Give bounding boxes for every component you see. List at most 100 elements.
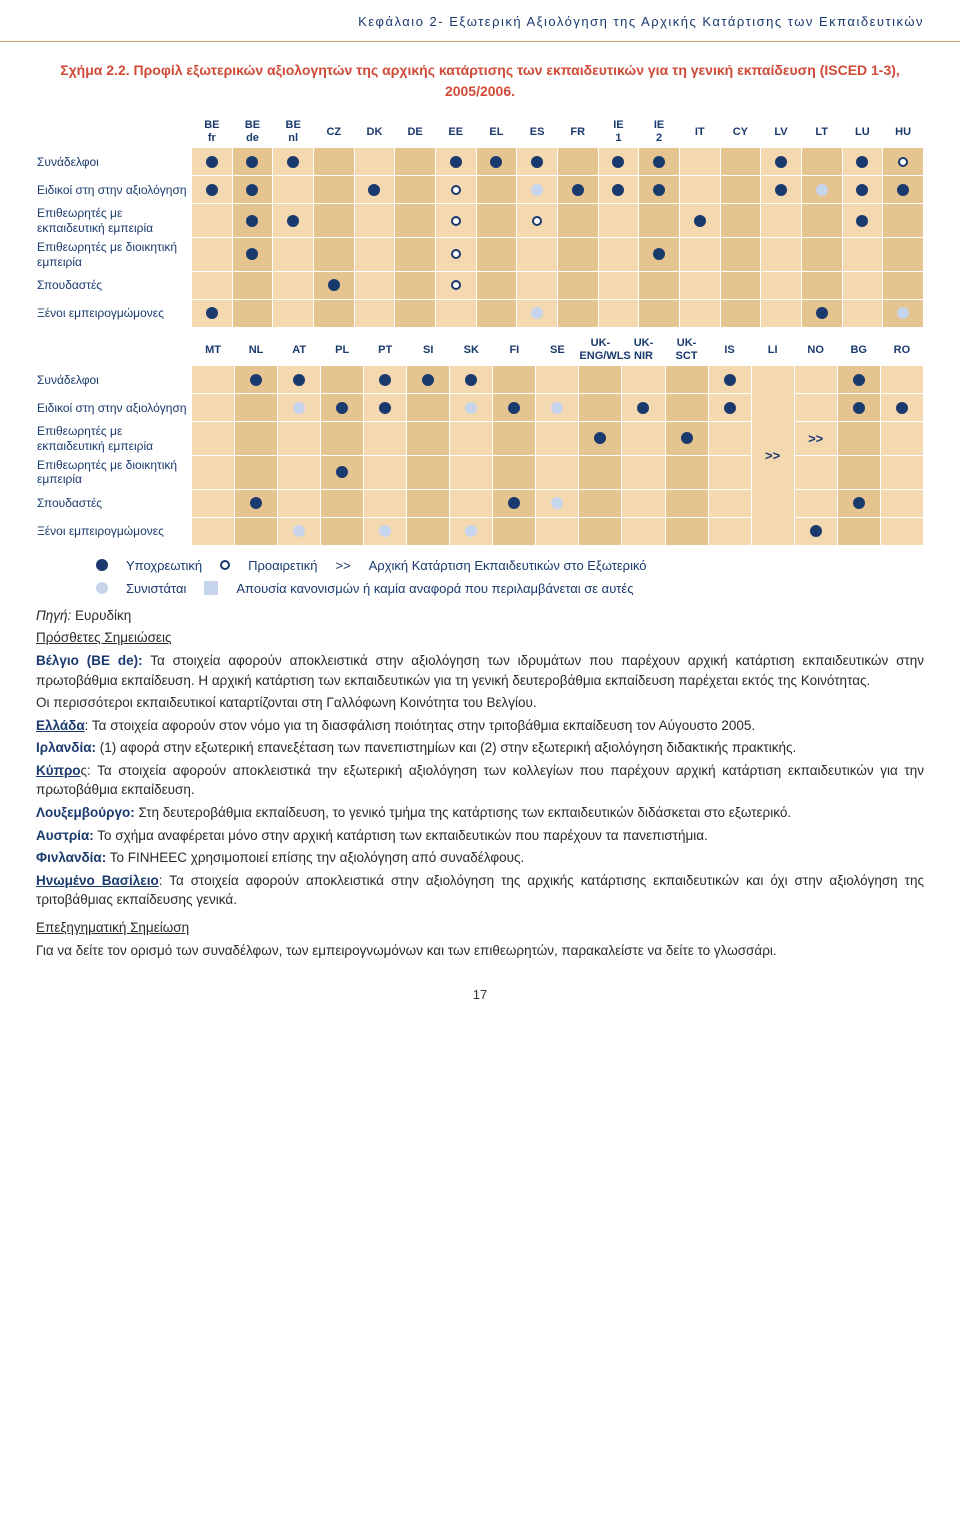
note-lu-label: Λουξεμβούργο: bbox=[36, 805, 135, 820]
data-cell bbox=[192, 517, 235, 545]
data-cell bbox=[622, 456, 665, 490]
data-cell bbox=[665, 366, 708, 394]
chart-table-2: MTNLATPLPTSISKFISEUK-ENG/WLSUK-NIRUK-SCT… bbox=[36, 334, 924, 546]
data-cell bbox=[598, 271, 639, 299]
data-cell bbox=[557, 299, 598, 327]
data-cell bbox=[639, 176, 680, 204]
data-cell bbox=[639, 148, 680, 176]
data-cell bbox=[476, 176, 517, 204]
data-cell bbox=[708, 489, 751, 517]
legend-noregs: Απουσία κανονισμών ή καμία αναφορά που π… bbox=[236, 581, 633, 596]
legend-dot-solid bbox=[96, 559, 108, 571]
col-header: LI bbox=[751, 334, 794, 365]
data-cell bbox=[837, 489, 880, 517]
data-cell bbox=[354, 148, 395, 176]
col-header: AT bbox=[278, 334, 321, 365]
data-cell bbox=[313, 271, 354, 299]
data-cell bbox=[450, 456, 493, 490]
data-cell bbox=[622, 366, 665, 394]
data-cell bbox=[842, 204, 883, 238]
data-cell bbox=[622, 422, 665, 456]
data-cell bbox=[192, 238, 233, 272]
data-cell bbox=[192, 394, 235, 422]
data-cell bbox=[557, 238, 598, 272]
data-cell bbox=[476, 299, 517, 327]
note-fi-label: Φινλανδία: bbox=[36, 850, 106, 865]
data-cell bbox=[395, 176, 436, 204]
data-cell bbox=[708, 456, 751, 490]
data-cell bbox=[598, 176, 639, 204]
col-header: CZ bbox=[313, 117, 354, 148]
note-el-label: Ελλάδα bbox=[36, 718, 85, 733]
data-cell bbox=[407, 456, 450, 490]
data-cell bbox=[493, 517, 536, 545]
data-cell bbox=[476, 204, 517, 238]
data-cell bbox=[880, 517, 923, 545]
data-cell bbox=[407, 422, 450, 456]
col-header: IE2 bbox=[639, 117, 680, 148]
data-cell bbox=[801, 204, 842, 238]
row-label: Ξένοι εμπειρογμώμονες bbox=[37, 299, 192, 327]
data-cell bbox=[794, 517, 837, 545]
data-cell bbox=[801, 148, 842, 176]
legend-optional: Προαιρετική bbox=[248, 558, 317, 573]
data-cell bbox=[321, 366, 364, 394]
row-label: Συνάδελφοι bbox=[37, 148, 192, 176]
data-cell bbox=[883, 148, 924, 176]
data-cell bbox=[665, 394, 708, 422]
col-header: LT bbox=[801, 117, 842, 148]
row-label: Επιθεωρητές με διοικητική εμπειρία bbox=[37, 238, 192, 272]
note-lu-text: Στη δευτεροβάθμια εκπαίδευση, το γενικό … bbox=[139, 805, 792, 820]
legend-square bbox=[204, 581, 218, 595]
notes-heading: Πρόσθετες Σημειώσεις bbox=[36, 628, 924, 648]
row-label: Ειδικοί στη στην αξιολόγηση bbox=[37, 176, 192, 204]
data-cell bbox=[435, 176, 476, 204]
data-cell bbox=[842, 271, 883, 299]
data-cell bbox=[880, 394, 923, 422]
data-cell bbox=[192, 456, 235, 490]
data-cell bbox=[842, 176, 883, 204]
data-cell bbox=[557, 148, 598, 176]
data-cell bbox=[842, 238, 883, 272]
data-cell bbox=[354, 299, 395, 327]
data-cell bbox=[493, 366, 536, 394]
data-cell bbox=[679, 271, 720, 299]
data-cell bbox=[192, 204, 233, 238]
col-header: UK-ENG/WLS bbox=[579, 334, 622, 365]
data-cell bbox=[837, 394, 880, 422]
note-uk-text: : Τα στοιχεία αφορούν αποκλειστικά στην … bbox=[36, 873, 924, 908]
col-header: SE bbox=[536, 334, 579, 365]
data-cell bbox=[235, 517, 278, 545]
col-header: UK-SCT bbox=[665, 334, 708, 365]
data-cell bbox=[364, 456, 407, 490]
col-header: FR bbox=[557, 117, 598, 148]
data-cell bbox=[622, 517, 665, 545]
body-text: Πηγή: Ευρυδίκη Πρόσθετες Σημειώσεις Βέλγ… bbox=[36, 606, 924, 961]
note-at-text: Το σχήμα αναφέρεται μόνο στην αρχική κατ… bbox=[97, 828, 708, 843]
data-cell bbox=[192, 176, 233, 204]
data-cell bbox=[761, 204, 802, 238]
data-cell bbox=[273, 204, 314, 238]
data-cell bbox=[278, 394, 321, 422]
data-cell bbox=[665, 422, 708, 456]
col-header: BEnl bbox=[273, 117, 314, 148]
data-cell bbox=[837, 517, 880, 545]
data-cell bbox=[794, 394, 837, 422]
data-cell bbox=[364, 517, 407, 545]
data-cell bbox=[395, 238, 436, 272]
col-header: IT bbox=[679, 117, 720, 148]
col-header: SI bbox=[407, 334, 450, 365]
data-cell bbox=[273, 271, 314, 299]
data-cell bbox=[407, 366, 450, 394]
data-cell bbox=[235, 394, 278, 422]
data-cell bbox=[476, 148, 517, 176]
data-cell bbox=[794, 489, 837, 517]
data-cell bbox=[192, 489, 235, 517]
data-cell bbox=[837, 422, 880, 456]
data-cell bbox=[536, 366, 579, 394]
col-header: EE bbox=[435, 117, 476, 148]
data-cell bbox=[407, 517, 450, 545]
data-cell bbox=[720, 176, 761, 204]
data-cell bbox=[407, 489, 450, 517]
data-cell bbox=[708, 366, 751, 394]
